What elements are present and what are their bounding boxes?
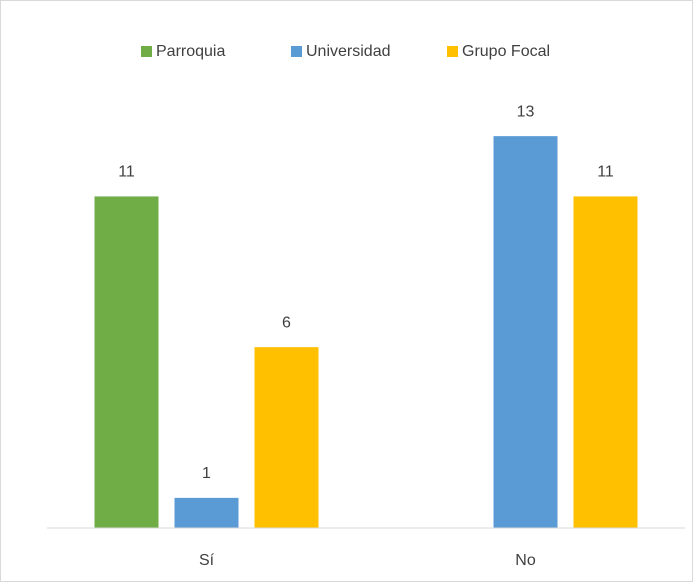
bar	[573, 196, 638, 528]
value-label: 6	[282, 314, 291, 331]
value-label: 11	[118, 164, 135, 181]
x-tick-label: Sí	[199, 552, 215, 569]
x-tick-label: No	[515, 552, 536, 569]
bar	[174, 497, 239, 528]
bar	[254, 347, 319, 528]
legend-label: Universidad	[306, 43, 390, 60]
value-label: 13	[517, 103, 535, 120]
legend-swatch	[447, 46, 458, 57]
legend-label: Parroquia	[156, 43, 225, 60]
value-label: 1	[202, 465, 211, 482]
bar	[94, 196, 159, 528]
value-label: 11	[597, 164, 614, 181]
bar	[493, 136, 558, 528]
legend-label: Grupo Focal	[462, 43, 550, 60]
legend-swatch	[141, 46, 152, 57]
legend-swatch	[291, 46, 302, 57]
